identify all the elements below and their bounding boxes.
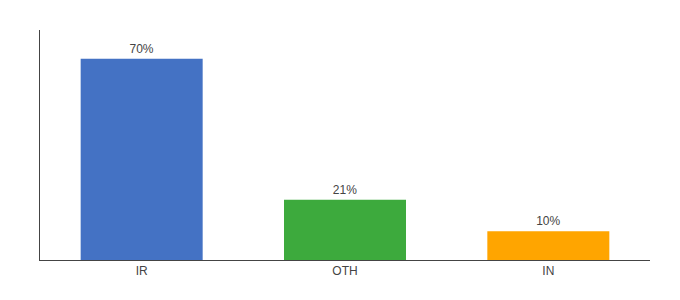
svg-text:IR: IR	[136, 264, 148, 278]
svg-text:70%: 70%	[129, 42, 153, 56]
svg-text:10%: 10%	[536, 214, 560, 228]
svg-text:OTH: OTH	[332, 264, 357, 278]
svg-text:21%: 21%	[333, 183, 357, 197]
svg-text:IN: IN	[542, 264, 554, 278]
